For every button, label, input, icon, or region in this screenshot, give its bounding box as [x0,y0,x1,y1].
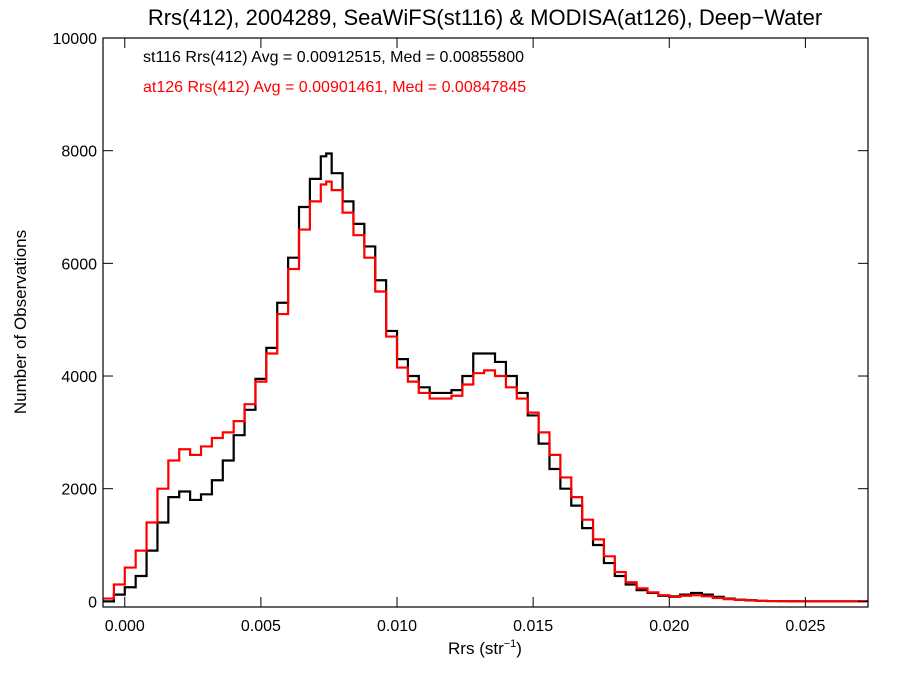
y-tick-label: 10000 [53,31,98,48]
y-tick-label: 8000 [61,144,97,161]
x-tick-label: 0.020 [649,618,689,635]
series-at126-line [103,180,868,603]
chart-title: Rrs(412), 2004289, SeaWiFS(st116) & MODI… [148,5,822,30]
legend-entry-at126: at126 Rrs(412) Avg = 0.00901461, Med = 0… [143,79,526,96]
x-tick-label: 0.010 [377,618,417,635]
plot-frame [102,37,869,608]
x-tick-label: 0.025 [785,618,825,635]
series-st116-line [103,152,868,603]
y-tick-label: 4000 [61,369,97,386]
y-tick-label: 0 [88,594,97,611]
y-tick-label: 6000 [61,256,97,273]
y-axis-label: Number of Observations [11,230,30,414]
ticks-layer: 0.000 0.005 0.010 0.015 0.020 0.025 0 2000 4000 6… [53,31,868,635]
x-tick-label: 0.015 [513,618,553,635]
x-axis-label: Rrs (str−1) [448,638,522,658]
y-tick-label: 2000 [61,482,97,499]
series-layer [103,152,868,603]
x-tick-label: 0.000 [105,618,145,635]
legend-entry-st116: st116 Rrs(412) Avg = 0.00912515, Med = 0… [143,49,524,66]
x-tick-label: 0.005 [241,618,281,635]
